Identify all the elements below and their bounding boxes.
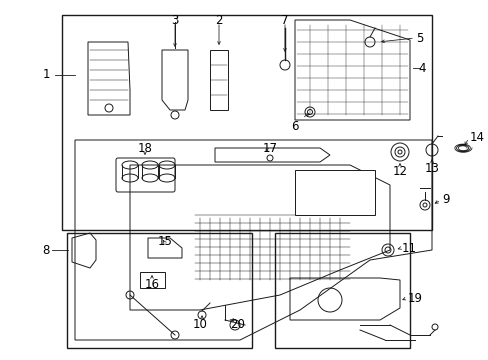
- Text: 12: 12: [392, 165, 407, 178]
- Text: 1: 1: [42, 68, 50, 81]
- Text: 6: 6: [291, 120, 298, 133]
- Text: 3: 3: [171, 14, 178, 27]
- Text: 20: 20: [230, 318, 245, 331]
- Text: 14: 14: [469, 131, 484, 144]
- Text: 4: 4: [417, 62, 425, 75]
- Text: 8: 8: [42, 243, 50, 256]
- Text: 17: 17: [262, 142, 277, 155]
- Bar: [294, 170, 374, 215]
- Text: 18: 18: [137, 142, 152, 155]
- Text: 7: 7: [281, 14, 288, 27]
- Text: 13: 13: [424, 162, 439, 175]
- Bar: [67, 233, 251, 348]
- Text: 16: 16: [144, 278, 159, 291]
- Text: 19: 19: [407, 292, 422, 305]
- Text: 9: 9: [441, 193, 448, 207]
- Bar: [62, 15, 431, 230]
- Text: 5: 5: [415, 31, 423, 45]
- Text: 10: 10: [192, 318, 207, 331]
- Text: 11: 11: [401, 242, 416, 255]
- Text: 15: 15: [157, 235, 172, 248]
- Text: 2: 2: [215, 14, 223, 27]
- Bar: [274, 233, 409, 348]
